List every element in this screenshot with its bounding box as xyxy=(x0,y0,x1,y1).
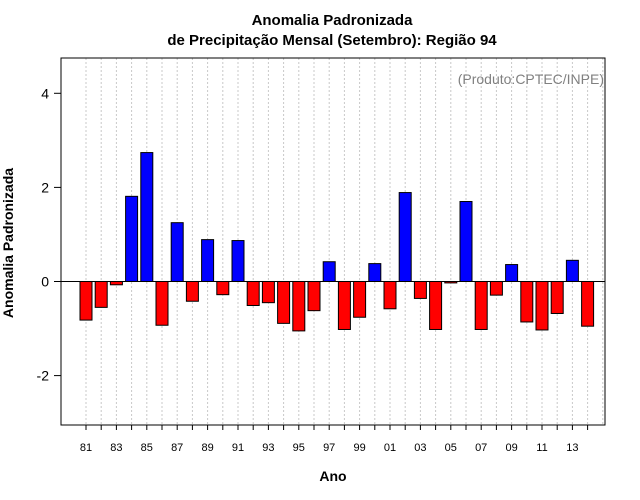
bar-11 xyxy=(535,280,549,331)
bar-81 xyxy=(79,280,93,321)
bar-05 xyxy=(444,280,458,284)
bar-99 xyxy=(353,280,367,318)
y-tick-label: -2 xyxy=(37,368,50,384)
bar-00 xyxy=(368,263,382,282)
x-tick-label: 85 xyxy=(141,442,153,454)
bar-93 xyxy=(261,280,275,304)
bar-85 xyxy=(140,152,154,282)
x-tick-label: 97 xyxy=(323,442,335,454)
bar-14 xyxy=(581,280,595,327)
bar-88 xyxy=(185,280,199,302)
x-tick-label: 93 xyxy=(262,442,274,454)
bar-91 xyxy=(231,240,245,282)
grid-lines xyxy=(85,58,604,425)
bar-87 xyxy=(170,222,184,282)
bar-12 xyxy=(550,280,564,314)
x-tick-label: 05 xyxy=(445,442,457,454)
x-tick-label: 83 xyxy=(110,442,122,454)
x-tick-label: 07 xyxy=(475,442,487,454)
bar-10 xyxy=(520,280,534,323)
y-tick-label: 0 xyxy=(41,273,49,289)
y-tick-label: 4 xyxy=(41,85,49,101)
bar-89 xyxy=(201,239,215,282)
x-tick-label: 87 xyxy=(171,442,183,454)
x-tick-label: 01 xyxy=(384,442,396,454)
bar-97 xyxy=(322,261,336,282)
x-tick-label: 99 xyxy=(353,442,365,454)
bar-06 xyxy=(459,201,473,282)
bar-82 xyxy=(94,280,108,308)
bar-09 xyxy=(505,264,519,282)
bar-07 xyxy=(474,280,488,330)
x-tick-label: 81 xyxy=(80,442,92,454)
x-tick-label: 03 xyxy=(414,442,426,454)
bar-90 xyxy=(216,280,230,296)
bar-08 xyxy=(489,280,503,296)
y-axis-title: Anomalia Padronizada xyxy=(0,168,16,318)
bar-04 xyxy=(429,280,443,330)
bar-98 xyxy=(337,280,351,330)
bar-03 xyxy=(413,280,427,299)
bar-84 xyxy=(125,195,139,282)
x-tick-label: 09 xyxy=(505,442,517,454)
x-tick-label: 95 xyxy=(293,442,305,454)
bar-96 xyxy=(307,280,321,312)
x-axis-title: Ano xyxy=(319,468,346,484)
credit-label: (Produto:CPTEC/INPE) xyxy=(458,71,604,87)
x-tick-label: 91 xyxy=(232,442,244,454)
x-tick-label: 13 xyxy=(566,442,578,454)
bars xyxy=(79,152,595,332)
bar-13 xyxy=(565,259,579,282)
bar-02 xyxy=(398,192,412,282)
x-tick-label: 89 xyxy=(201,442,213,454)
bar-83 xyxy=(109,280,123,286)
x-axis: 81 83 85 87 89 91 93 95 97 99 01 03 05 07 09 11 13 xyxy=(80,425,589,454)
y-axis: -2 0 2 4 xyxy=(37,85,61,384)
plot-frame xyxy=(60,57,606,426)
bar-94 xyxy=(277,280,291,324)
bar-86 xyxy=(155,280,169,326)
y-tick-label: 2 xyxy=(41,179,49,195)
bar-95 xyxy=(292,280,306,332)
chart-title-line1: Anomalia Padronizada xyxy=(252,12,414,29)
chart-title-line2: de Precipitação Mensal (Setembro): Regiã… xyxy=(167,32,497,49)
bar-01 xyxy=(383,280,397,310)
x-tick-label: 11 xyxy=(536,442,547,454)
bar-92 xyxy=(246,280,260,306)
